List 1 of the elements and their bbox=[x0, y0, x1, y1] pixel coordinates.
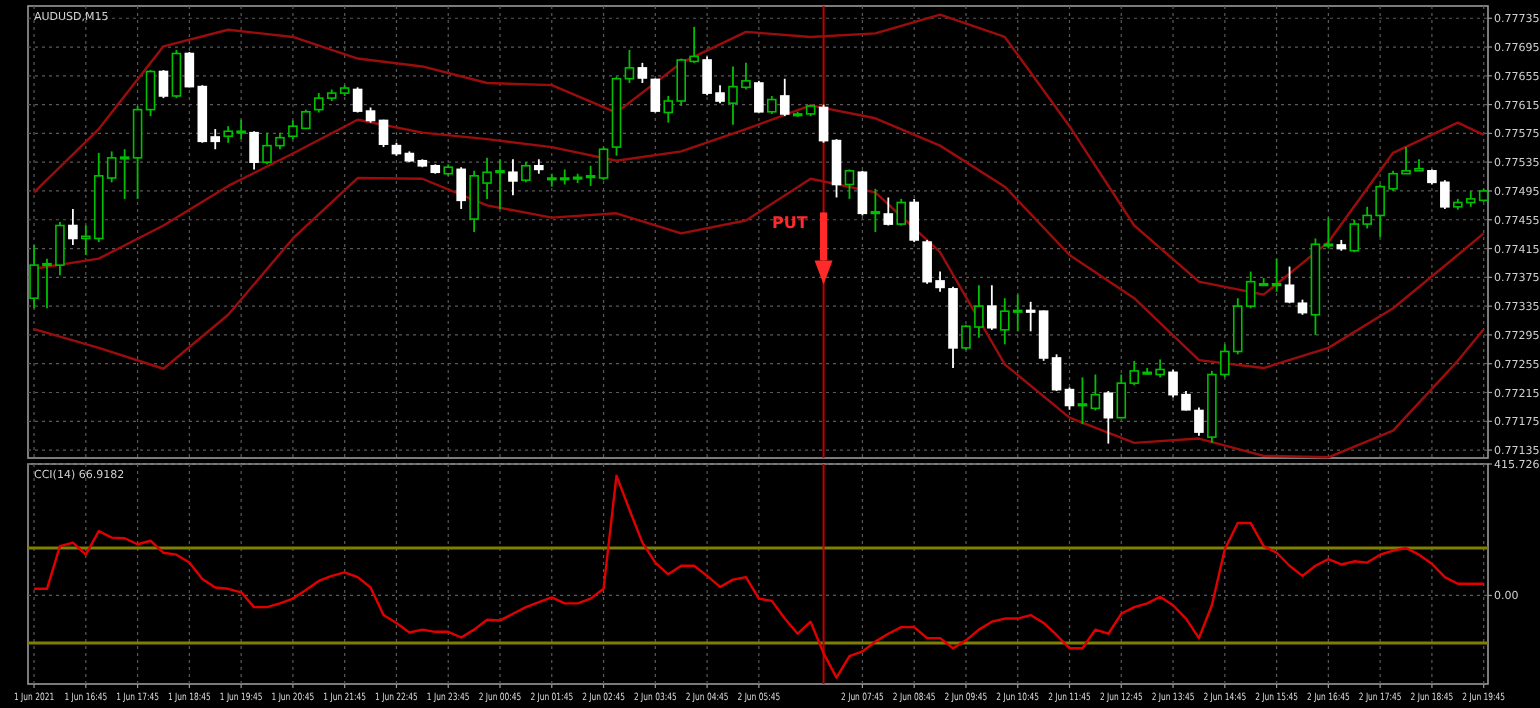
annotation: PUT bbox=[771, 214, 809, 233]
